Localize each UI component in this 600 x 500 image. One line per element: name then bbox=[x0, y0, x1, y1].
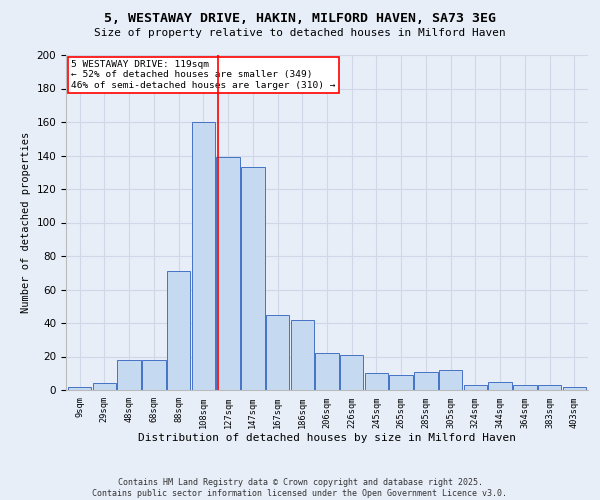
Bar bbox=[266, 314, 289, 390]
Bar bbox=[118, 360, 141, 390]
Bar bbox=[389, 375, 413, 390]
Bar bbox=[513, 385, 536, 390]
Bar bbox=[315, 353, 339, 390]
Text: Contains HM Land Registry data © Crown copyright and database right 2025.
Contai: Contains HM Land Registry data © Crown c… bbox=[92, 478, 508, 498]
Y-axis label: Number of detached properties: Number of detached properties bbox=[21, 132, 31, 313]
Text: 5, WESTAWAY DRIVE, HAKIN, MILFORD HAVEN, SA73 3EG: 5, WESTAWAY DRIVE, HAKIN, MILFORD HAVEN,… bbox=[104, 12, 496, 26]
Bar bbox=[488, 382, 512, 390]
Bar bbox=[191, 122, 215, 390]
Bar bbox=[439, 370, 463, 390]
X-axis label: Distribution of detached houses by size in Milford Haven: Distribution of detached houses by size … bbox=[138, 434, 516, 444]
Bar bbox=[68, 386, 91, 390]
Bar bbox=[414, 372, 438, 390]
Bar bbox=[142, 360, 166, 390]
Bar bbox=[538, 385, 562, 390]
Text: Size of property relative to detached houses in Milford Haven: Size of property relative to detached ho… bbox=[94, 28, 506, 38]
Bar bbox=[241, 167, 265, 390]
Bar bbox=[167, 271, 190, 390]
Bar bbox=[290, 320, 314, 390]
Text: 5 WESTAWAY DRIVE: 119sqm
← 52% of detached houses are smaller (349)
46% of semi-: 5 WESTAWAY DRIVE: 119sqm ← 52% of detach… bbox=[71, 60, 336, 90]
Bar bbox=[365, 373, 388, 390]
Bar bbox=[464, 385, 487, 390]
Bar bbox=[92, 384, 116, 390]
Bar bbox=[563, 386, 586, 390]
Bar bbox=[216, 157, 240, 390]
Bar bbox=[340, 355, 364, 390]
